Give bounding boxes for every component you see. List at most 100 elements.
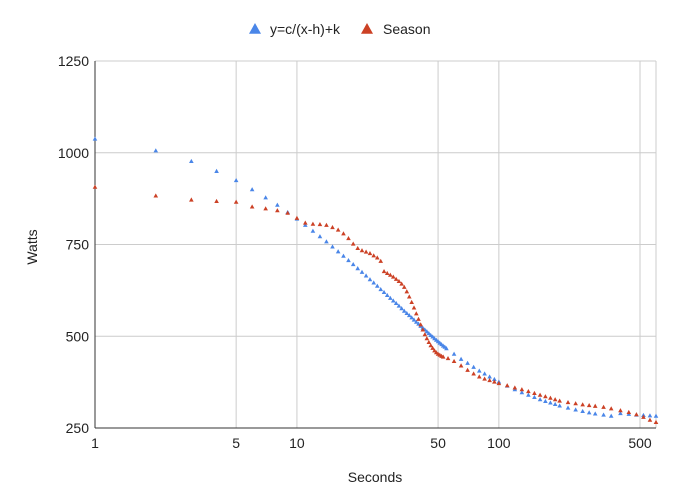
data-point [532,394,537,400]
data-point [367,251,373,256]
data-point [388,295,393,300]
legend-label-season: Season [383,21,430,37]
data-point [404,310,410,315]
data-point [444,346,449,351]
data-point [618,411,623,416]
data-point [496,380,502,386]
data-point [618,408,623,413]
data-point [519,387,525,392]
data-point [420,327,426,332]
data-point [543,394,548,399]
data-point [519,390,525,395]
data-point [341,231,346,236]
data-point [413,319,419,324]
x-tick-label: 1 [91,435,99,451]
data-point [608,406,614,411]
y-axis-title: Watts [24,229,40,264]
data-point [275,202,280,207]
data-point [285,210,290,215]
data-point [416,316,421,321]
data-point [476,368,482,373]
data-point [384,292,390,297]
data-point [214,168,219,173]
x-tick-label: 10 [289,435,305,451]
data-point [330,224,335,230]
data-point [330,244,335,249]
y-tick-label: 750 [66,237,90,253]
data-point [189,197,194,202]
data-point [310,221,316,226]
data-point [413,311,419,316]
data-point [626,409,632,415]
data-point [458,356,464,361]
y-tick-label: 1000 [58,145,89,161]
data-point [573,401,578,406]
data-point [592,411,598,416]
data-point [399,281,404,286]
data-point [526,389,531,394]
data-point [153,193,159,198]
data-point [482,371,487,376]
data-point [381,268,387,274]
data-point [310,228,316,233]
data-point [214,198,219,204]
data-point [393,300,399,306]
data-point [384,270,390,275]
data-point [647,413,653,418]
data-point [487,374,492,379]
legend-marker-season [361,23,373,34]
data-point [335,249,341,254]
data-point [465,360,470,365]
x-tick-label: 50 [430,435,446,451]
data-point [371,280,377,285]
data-point [537,392,543,397]
data-point [653,419,659,424]
data-point [492,376,497,382]
data-point [580,402,585,407]
data-point [592,403,598,408]
data-point [233,177,239,183]
data-point [601,404,606,409]
data-point [471,364,476,369]
series-fit [92,136,659,418]
data-point [390,298,396,303]
data-point [565,405,571,410]
data-point [335,227,341,232]
data-point [418,322,423,327]
data-point [557,398,562,403]
data-point [492,379,497,384]
data-point [350,262,356,267]
data-point [324,239,329,244]
data-point [476,374,482,379]
legend-label-fit: y=c/(x-h)+k [270,21,341,37]
legend-marker-fit [249,23,261,34]
data-point [346,235,351,241]
axes: 250 500 750 1000 1250 1 5 10 50 100 500 [58,53,656,451]
data-point [548,395,553,400]
data-point [249,204,255,209]
data-point [608,413,614,418]
data-point [465,367,470,372]
data-point [355,245,361,251]
data-point [601,412,606,417]
data-point [374,255,380,260]
data-point [275,208,280,213]
data-point [482,376,487,381]
data-point [406,313,412,318]
data-point [401,284,407,289]
data-point [378,286,384,292]
data-point [532,390,537,395]
data-point [381,289,387,295]
data-point [396,303,402,308]
data-point [92,136,98,141]
data-point [458,363,464,368]
data-point [424,336,430,341]
data-point [359,269,365,274]
data-point [92,184,98,189]
data-point [189,158,194,164]
legend: y=c/(x-h)+k Season [249,21,430,37]
data-point [409,299,414,304]
data-point [302,220,308,225]
data-point [548,400,553,405]
